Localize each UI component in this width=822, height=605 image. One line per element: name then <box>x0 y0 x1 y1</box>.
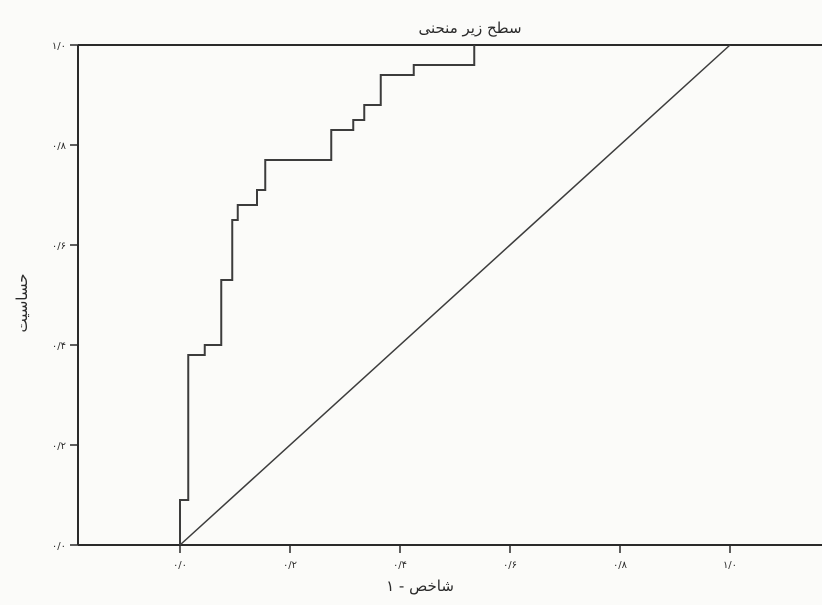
reference-diagonal-line <box>179 44 731 546</box>
x-ticks: ۰/۰ ۰/۲ ۰/۴ ۰/۶ ۰/۸ ۱/۰ <box>173 545 737 571</box>
x-tick-label: ۰/۰ <box>173 560 187 571</box>
x-tick-label: ۰/۸ <box>613 560 628 571</box>
y-tick-label: ۰/۰ <box>52 541 66 552</box>
y-axis-title: حساسیت <box>13 273 31 332</box>
x-axis-title: شاخص - ۱ <box>386 577 454 595</box>
y-tick-label: ۱/۰ <box>52 41 66 52</box>
y-tick-label: ۰/۶ <box>52 241 66 252</box>
x-tick-label: ۱/۰ <box>723 560 737 571</box>
y-tick-label: ۰/۴ <box>52 341 66 352</box>
x-tick-label: ۰/۶ <box>503 560 517 571</box>
y-tick-label: ۰/۸ <box>52 141 67 152</box>
x-tick-label: ۰/۴ <box>393 560 407 571</box>
chart-title: سطح زیر منحنی <box>418 19 521 37</box>
series-layer <box>179 44 731 546</box>
roc-curve-line <box>179 45 476 545</box>
y-ticks: ۰/۰ ۰/۲ ۰/۴ ۰/۶ ۰/۸ ۱/۰ <box>52 41 78 552</box>
y-tick-label: ۰/۲ <box>52 441 66 452</box>
x-tick-label: ۰/۲ <box>283 560 297 571</box>
